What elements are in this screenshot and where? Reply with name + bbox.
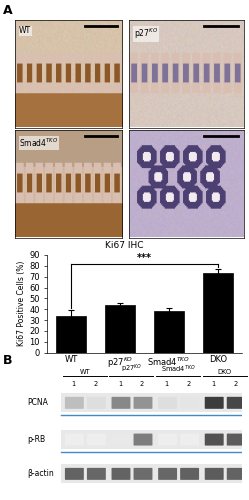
Text: p27$^{KO}$: p27$^{KO}$: [121, 362, 142, 375]
Text: WT: WT: [79, 369, 90, 375]
Text: 1: 1: [165, 381, 169, 387]
FancyBboxPatch shape: [65, 397, 84, 409]
Text: WT: WT: [19, 26, 31, 36]
FancyBboxPatch shape: [180, 397, 199, 409]
Text: DKO: DKO: [218, 369, 232, 375]
Text: Ki67 IHC: Ki67 IHC: [105, 241, 144, 250]
FancyBboxPatch shape: [205, 468, 224, 480]
FancyBboxPatch shape: [112, 397, 130, 409]
Text: B: B: [2, 354, 12, 367]
FancyBboxPatch shape: [133, 468, 152, 480]
FancyBboxPatch shape: [87, 397, 106, 409]
Y-axis label: Ki67 Positive Cells (%): Ki67 Positive Cells (%): [17, 261, 26, 346]
Text: ***: ***: [137, 253, 152, 263]
Bar: [61, 464, 249, 483]
Text: 1: 1: [71, 381, 75, 387]
FancyBboxPatch shape: [205, 434, 224, 446]
Text: 1: 1: [118, 381, 122, 387]
FancyBboxPatch shape: [112, 434, 130, 446]
FancyBboxPatch shape: [227, 397, 246, 409]
FancyBboxPatch shape: [112, 468, 130, 480]
Text: PCNA: PCNA: [27, 398, 48, 407]
FancyBboxPatch shape: [65, 468, 84, 480]
Text: 2: 2: [187, 381, 191, 387]
Bar: [105, 305, 135, 352]
Text: 2: 2: [233, 381, 237, 387]
FancyBboxPatch shape: [133, 434, 152, 446]
FancyBboxPatch shape: [205, 397, 224, 409]
Bar: [56, 316, 86, 352]
FancyBboxPatch shape: [158, 434, 177, 446]
Text: Smad4$^{TKO}$: Smad4$^{TKO}$: [161, 364, 195, 375]
FancyBboxPatch shape: [227, 468, 246, 480]
Bar: [203, 274, 233, 352]
Text: p-RB: p-RB: [27, 435, 45, 444]
FancyBboxPatch shape: [227, 434, 246, 446]
FancyBboxPatch shape: [158, 468, 177, 480]
Text: β-actin: β-actin: [27, 470, 54, 478]
Text: 2: 2: [140, 381, 144, 387]
Text: 1: 1: [211, 381, 215, 387]
FancyBboxPatch shape: [87, 468, 106, 480]
FancyBboxPatch shape: [180, 468, 199, 480]
FancyBboxPatch shape: [133, 397, 152, 409]
FancyBboxPatch shape: [65, 434, 84, 446]
Bar: [61, 430, 249, 449]
Text: p27$^{KO}$: p27$^{KO}$: [134, 26, 158, 41]
FancyBboxPatch shape: [87, 434, 106, 446]
Text: A: A: [2, 4, 12, 16]
FancyBboxPatch shape: [158, 397, 177, 409]
FancyBboxPatch shape: [180, 434, 199, 446]
Bar: [154, 312, 184, 352]
Bar: [61, 394, 249, 412]
Text: Smad4$^{TKO}$: Smad4$^{TKO}$: [19, 136, 59, 149]
Text: 2: 2: [93, 381, 97, 387]
